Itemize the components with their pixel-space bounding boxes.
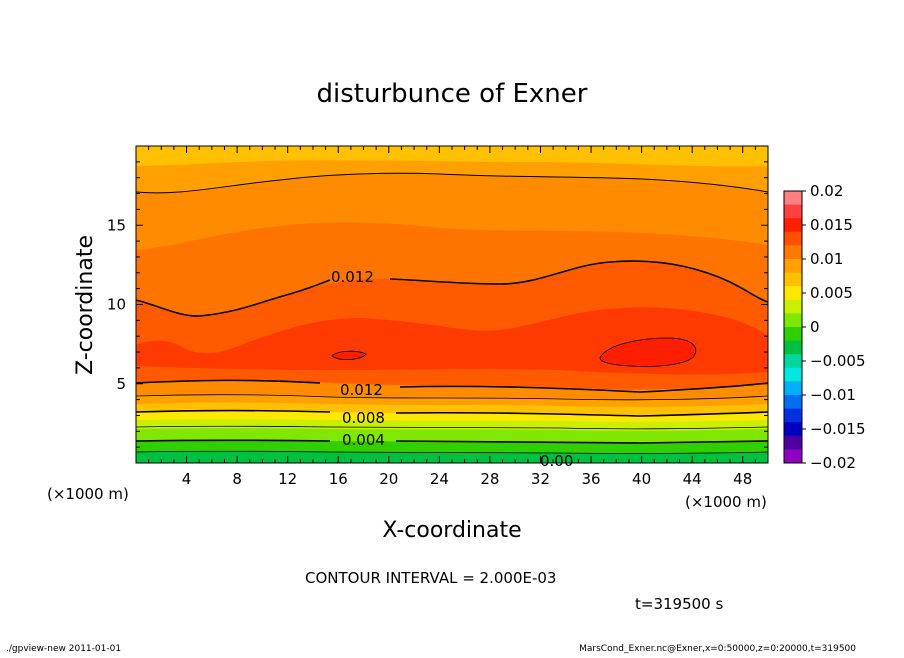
contour-label: 0.00 [540,452,573,470]
x-tick-label: 20 [379,470,398,488]
colorbar-labels: 0.02 0.015 0.01 0.005 0 −0.005 −0.01 −0.015 −0.0… [802,182,866,472]
colorbar-swatch [784,218,802,233]
contour-line-top [136,172,768,194]
colorbar-tick-label: 0.01 [810,250,843,268]
colorbar-swatch [784,367,802,382]
band-peak-small [332,351,366,360]
x-tick-label: 24 [430,470,449,488]
contour-line-lower-012 [136,379,768,393]
band-dark-green [136,451,768,463]
colorbar-tick-label: 0.015 [810,216,853,234]
colorbar-tick-label: 0.005 [810,284,853,302]
y-tick-label: 15 [107,216,126,234]
colorbar-swatch [784,435,802,450]
colorbar-swatch [784,245,802,260]
x-tick-label: 4 [182,470,192,488]
contour-line-004 [136,439,768,444]
colorbar-tick-label: 0 [810,318,820,336]
x-tick-label: 32 [531,470,550,488]
colorbar-swatch [784,299,802,314]
colorbar-swatch [784,422,802,437]
time-text: t=319500 s [635,595,723,613]
footer-right: MarsCond_Exner.nc@Exner,x=0:50000,z=0:20… [579,644,856,654]
contour-line-peak [599,337,696,367]
colorbar-swatch [784,191,802,206]
contour-line-002 [136,450,768,454]
x-tick-label: 12 [278,470,297,488]
x-unit-left: (×1000 m) [47,485,129,503]
x-tick-label: 28 [480,470,499,488]
band-top-yellow [136,146,768,167]
x-tick-label: 48 [733,470,752,488]
contour-labels: 0.012 0.012 0.008 0.004 0.00 [331,268,573,470]
colorbar-swatch [784,313,802,328]
colorbar-tick-label: 0.02 [810,182,843,200]
colorbar-swatch [784,204,802,219]
colorbar-swatch [784,408,802,423]
x-unit-right: (×1000 m) [685,493,767,511]
x-tick-label: 40 [632,470,651,488]
contour-label: 0.012 [340,381,383,399]
contour-fill [136,146,768,463]
colorbar [783,190,803,464]
x-tick-label: 16 [329,470,348,488]
chart-title: disturbunce of Exner [317,79,588,109]
colorbar-swatch [784,327,802,342]
colorbar-tick-label: −0.005 [810,352,866,370]
colorbar-swatch [784,340,802,355]
x-axis-label: X-coordinate [382,518,521,543]
contour-line-peak-small [331,350,367,360]
contour-label: 0.012 [331,268,374,286]
colorbar-swatch [784,259,802,274]
contour-label: 0.008 [342,409,385,427]
contour-lines [136,172,768,454]
footer-left: ./gpview-new 2011-01-01 [6,644,121,654]
y-tick-label: 10 [107,296,126,314]
y-axis: 5 10 15 [107,161,768,448]
colorbar-swatch [784,354,802,369]
colorbar-swatch [784,272,802,287]
contour-line-008 [136,409,768,417]
colorbar-tick-label: −0.02 [810,454,856,472]
x-axis: 4 8 12 16 20 24 28 32 36 40 44 48 [148,146,756,488]
x-tick-label: 8 [232,470,242,488]
contour-label: 0.004 [342,431,385,449]
colorbar-swatch [784,449,802,464]
contour-line-006 [136,425,768,430]
colorbar-tick-label: −0.01 [810,386,856,404]
colorbar-tick-label: −0.015 [810,420,866,438]
colorbar-swatch [784,381,802,396]
y-tick-label: 5 [116,375,126,393]
band-peak [600,338,696,367]
y-axis-label: Z-coordinate [73,235,98,375]
colorbar-swatch [784,395,802,410]
contour-line-lower-010 [136,394,768,401]
x-tick-label: 36 [581,470,600,488]
contour-interval-text: CONTOUR INTERVAL = 2.000E-03 [305,569,556,587]
contour-line-upper-012 [136,260,768,317]
x-tick-label: 44 [683,470,702,488]
colorbar-swatch [784,231,802,246]
colorbar-swatch [784,286,802,301]
